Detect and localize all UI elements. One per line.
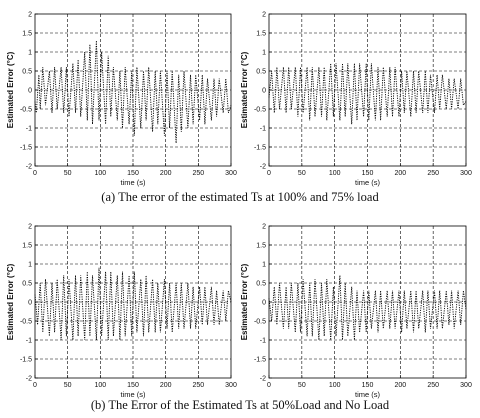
caption-b: (b) The Error of the Estimated Ts at 50%… [90,398,390,412]
y-axis-label: Estimated Error (°C) [6,51,15,128]
y-axis-label: Estimated Error (°C) [240,51,249,128]
error-trace [268,275,467,341]
y-tick-label: 2 [262,12,266,19]
y-tick-label: 0 [262,300,266,307]
y-tick-label: 2 [262,224,266,231]
x-tick-label: 0 [267,170,271,177]
y-tick-label: -0.5 [254,319,266,326]
y-tick-label: 1 [262,262,266,269]
y-tick-label: -1.5 [20,357,32,364]
y-tick-label: 1.5 [256,243,266,250]
x-tick-label: 250 [192,382,204,389]
x-tick-label: 150 [127,170,139,177]
y-tick-label: 1 [262,50,266,57]
caption-a: (a) The error of the estimated Ts at 100… [101,190,379,204]
y-tick-label: -1 [260,126,266,133]
x-tick-label: 300 [225,170,237,177]
x-axis-label: time (s) [121,390,147,399]
x-tick-label: 50 [298,170,306,177]
error-trace [34,40,232,144]
y-tick-label: -2 [26,376,32,383]
x-tick-label: 300 [225,382,237,389]
y-tick-label: -1.5 [254,145,266,152]
plot-panel-b-left: 0 50 100 150 200 250 300 -2 -1.5 -1 -0.5 0 0.5 1 1.5 2 t… [6,224,237,400]
x-tick-label: 200 [160,382,172,389]
plot-panel-a-right: 0 50 100 150 200 250 300 -2 -1.5 -1 -0.5 0 0.5 1 1.5 2 t… [240,12,472,188]
x-tick-label: 100 [94,170,106,177]
x-tick-label: 150 [362,382,374,389]
y-tick-label: -1 [260,338,266,345]
plot-panel-a-left: 0 50 100 150 200 250 300 -2 -1.5 -1 -0.5 0 0.5 1 1.5 2 t… [6,12,237,188]
x-tick-label: 0 [33,170,37,177]
y-tick-label: -1 [26,126,32,133]
y-tick-label: 0.5 [256,281,266,288]
y-tick-label: 0.5 [22,281,32,288]
x-tick-label: 0 [267,382,271,389]
x-tick-label: 50 [64,382,72,389]
y-tick-label: 0 [262,88,266,95]
y-axis-label: Estimated Error (°C) [6,263,15,340]
x-tick-label: 200 [160,170,172,177]
x-axis-label: time (s) [355,178,381,187]
y-tick-label: -2 [26,164,32,171]
x-tick-label: 0 [33,382,37,389]
y-tick-label: 1 [28,262,32,269]
plot-panel-b-right: 0 50 100 150 200 250 300 -2 -1.5 -1 -0.5 0 0.5 1 1.5 2 t… [240,224,472,400]
x-tick-label: 250 [192,170,204,177]
y-axis-label: Estimated Error (°C) [240,263,249,340]
x-tick-label: 200 [394,382,406,389]
y-tick-label: -0.5 [20,107,32,114]
x-tick-label: 200 [394,170,406,177]
x-axis-label: time (s) [355,390,381,399]
x-tick-label: 300 [460,382,472,389]
y-tick-label: 0.5 [256,69,266,76]
y-tick-label: -1.5 [254,357,266,364]
y-tick-label: 1.5 [22,31,32,38]
y-tick-label: 2 [28,12,32,19]
x-tick-label: 100 [94,382,106,389]
x-tick-label: 300 [460,170,472,177]
x-axis-label: time (s) [121,178,147,187]
x-tick-label: 150 [127,382,139,389]
error-trace [34,267,232,341]
x-tick-label: 100 [329,382,341,389]
x-tick-label: 250 [427,382,439,389]
y-tick-label: -1.5 [20,145,32,152]
x-tick-label: 50 [64,170,72,177]
y-tick-label: -2 [260,164,266,171]
y-tick-label: 1 [28,50,32,57]
error-trace [268,63,467,125]
x-tick-label: 50 [298,382,306,389]
y-tick-label: -0.5 [20,319,32,326]
y-tick-label: -1 [26,338,32,345]
x-tick-label: 250 [427,170,439,177]
y-tick-label: 0 [28,300,32,307]
x-tick-label: 100 [329,170,341,177]
y-tick-label: -2 [260,376,266,383]
y-tick-label: 1.5 [256,31,266,38]
y-tick-label: 0 [28,88,32,95]
x-tick-label: 150 [362,170,374,177]
y-tick-label: 2 [28,224,32,231]
y-tick-label: 0.5 [22,69,32,76]
y-tick-label: 1.5 [22,243,32,250]
y-tick-label: -0.5 [254,107,266,114]
